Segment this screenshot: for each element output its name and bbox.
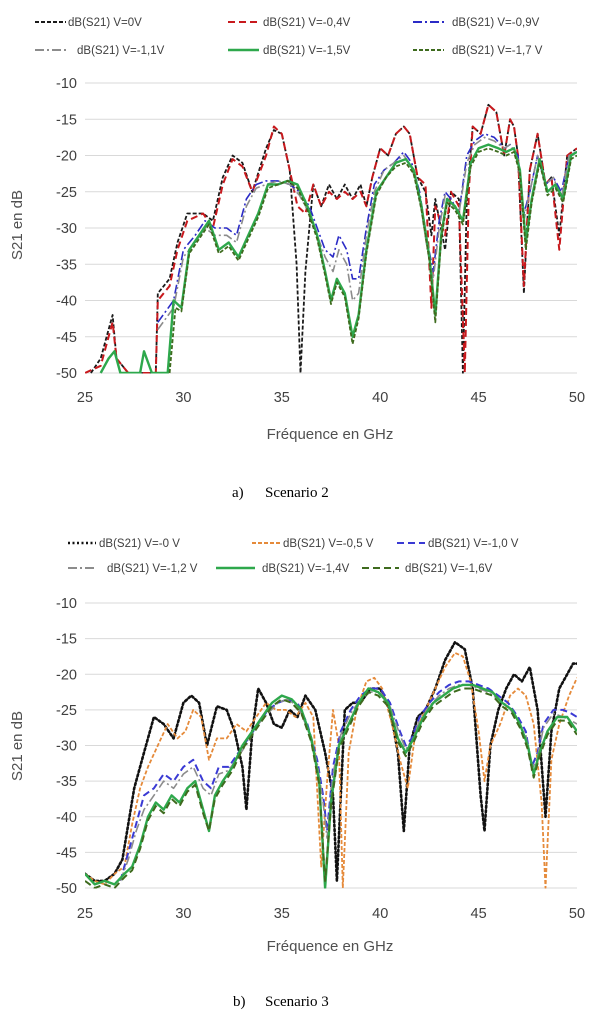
legend-item: dB(S21) V=-1,0 V: [397, 538, 519, 550]
x-tick-label: 50: [569, 906, 585, 922]
y-tick-label: -20: [56, 667, 77, 683]
series-line: [85, 652, 577, 889]
x-tick-label: 35: [274, 906, 290, 922]
x-axis: 25 30 35 40 45 50: [77, 390, 585, 406]
chart-panel-scenario-3: dB(S21) V=-0 V dB(S21) V=-0,5 V dB(S21) …: [9, 538, 585, 1010]
x-tick-label: 40: [372, 906, 388, 922]
x-tick-label: 45: [471, 906, 487, 922]
y-axis: -10 -15 -20 -25 -30 -35 -40 -45 -50: [56, 596, 77, 897]
legend-item: dB(S21) V=-0,5 V: [252, 538, 374, 550]
x-axis-label: Fréquence en GHz: [267, 938, 394, 955]
x-axis: 25 30 35 40 45 50: [77, 906, 585, 922]
y-tick-label: -25: [56, 185, 77, 201]
series-line: [85, 103, 577, 374]
series-line: [85, 683, 577, 889]
x-tick-label: 25: [77, 390, 93, 406]
x-tick-label: 40: [372, 390, 388, 406]
y-axis-label: S21 en dB: [9, 190, 26, 260]
y-axis: -10 -15 -20 -25 -30 -35 -40 -45 -50: [56, 76, 77, 382]
y-tick-label: -15: [56, 632, 77, 648]
y-tick-label: -45: [56, 330, 77, 346]
x-tick-label: 25: [77, 906, 93, 922]
y-tick-label: -30: [56, 739, 77, 755]
y-tick-label: -40: [56, 810, 77, 826]
gridlines: [85, 82, 577, 374]
y-tick-label: -10: [56, 596, 77, 612]
legend-item: dB(S21) V=-0,4V: [228, 17, 351, 29]
legend-label: dB(S21) V=-1,2 V: [107, 563, 198, 575]
y-tick-label: -35: [56, 257, 77, 273]
legend-label: dB(S21) V=-1,5V: [263, 45, 351, 57]
x-tick-label: 30: [175, 906, 191, 922]
y-tick-label: -30: [56, 221, 77, 237]
plot-area: [85, 103, 577, 374]
legend-item: dB(S21) V=-1,2 V: [68, 563, 198, 575]
legend-label: dB(S21) V=-0,5 V: [283, 538, 374, 550]
gridlines: [85, 602, 577, 889]
y-tick-label: -10: [56, 76, 77, 92]
series-line: [90, 103, 577, 374]
caption-letter: b): [233, 994, 246, 1010]
x-tick-label: 45: [471, 390, 487, 406]
legend-item: dB(S21) V=-1,7 V: [413, 45, 543, 57]
series-line: [85, 640, 577, 883]
legend: dB(S21) V=-0 V dB(S21) V=-0,5 V dB(S21) …: [68, 538, 519, 575]
caption-letter: a): [232, 485, 244, 501]
x-tick-label: 50: [569, 390, 585, 406]
y-tick-label: -50: [56, 366, 77, 382]
y-tick-label: -45: [56, 845, 77, 861]
series-line: [85, 687, 577, 889]
legend-label: dB(S21) V=-0 V: [99, 538, 180, 550]
x-axis-label: Fréquence en GHz: [267, 426, 394, 443]
legend-label: dB(S21) V=-1,0 V: [428, 538, 519, 550]
legend-label: dB(S21) V=-1,7 V: [452, 45, 543, 57]
legend-label: dB(S21) V=-0,4V: [263, 17, 351, 29]
legend-item: dB(S21) V=-1,4V: [216, 563, 350, 575]
legend-item: dB(S21) V=-0,9V: [413, 17, 540, 29]
series-line: [119, 680, 577, 882]
series-line: [99, 143, 577, 374]
series-line: [168, 147, 577, 374]
legend-label: dB(S21) V=-1,4V: [262, 563, 350, 575]
y-tick-label: -40: [56, 294, 77, 310]
y-axis-label: S21 en dB: [9, 711, 26, 781]
chart-panel-scenario-2: dB(S21) V=0V dB(S21) V=-0,4V dB(S21) V=-…: [9, 17, 585, 501]
legend-label: dB(S21) V=-1,1V: [77, 45, 165, 57]
legend-label: dB(S21) V=-1,6V: [405, 563, 493, 575]
y-tick-label: -50: [56, 881, 77, 897]
legend-label: dB(S21) V=0V: [68, 17, 142, 29]
legend-item: dB(S21) V=0V: [35, 17, 142, 29]
x-tick-label: 30: [175, 390, 191, 406]
legend-item: dB(S21) V=-1,5V: [228, 45, 351, 57]
caption-title: Scenario 2: [265, 485, 329, 501]
caption-title: Scenario 3: [265, 994, 329, 1010]
legend: dB(S21) V=0V dB(S21) V=-0,4V dB(S21) V=-…: [35, 17, 543, 57]
y-tick-label: -20: [56, 149, 77, 165]
plot-area: [85, 640, 577, 889]
legend-item: dB(S21) V=-0 V: [68, 538, 180, 550]
y-tick-label: -25: [56, 703, 77, 719]
y-tick-label: -15: [56, 112, 77, 128]
y-tick-label: -35: [56, 774, 77, 790]
x-tick-label: 35: [274, 390, 290, 406]
legend-item: dB(S21) V=-1,6V: [362, 563, 493, 575]
series-line: [119, 684, 577, 882]
legend-label: dB(S21) V=-0,9V: [452, 17, 540, 29]
legend-item: dB(S21) V=-1,1V: [35, 45, 165, 57]
